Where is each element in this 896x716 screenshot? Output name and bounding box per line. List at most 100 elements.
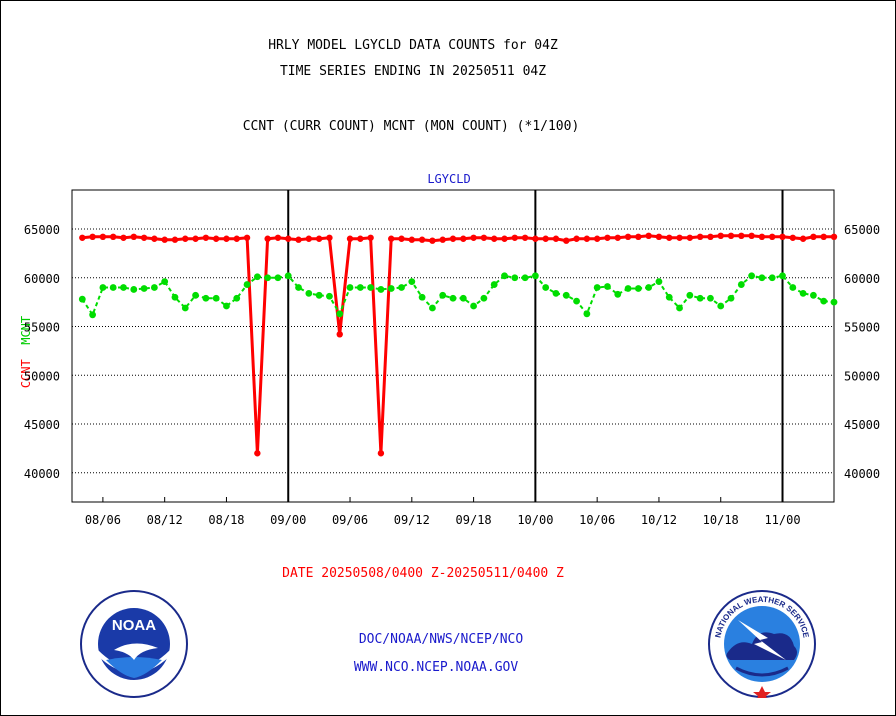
- ccnt-point: [563, 237, 570, 244]
- mcnt-point: [326, 292, 333, 300]
- ccnt-point: [460, 235, 467, 242]
- mcnt-point: [748, 272, 756, 280]
- mcnt-point: [78, 295, 86, 303]
- ccnt-point: [655, 233, 663, 240]
- y-tick-label-right: 55000: [844, 321, 880, 335]
- mcnt-point: [573, 297, 580, 305]
- x-tick-label: 08/12: [147, 513, 183, 527]
- mcnt-point: [789, 284, 797, 291]
- ccnt-point: [624, 233, 632, 240]
- mcnt-point: [521, 274, 529, 282]
- mcnt-point: [140, 285, 148, 292]
- mcnt-point: [387, 285, 395, 292]
- ccnt-point: [285, 235, 292, 242]
- ccnt-point: [666, 234, 673, 241]
- mcnt-point: [243, 281, 251, 288]
- ccnt-point: [758, 233, 766, 240]
- mcnt-point: [717, 302, 725, 310]
- mcnt-point: [562, 291, 570, 299]
- mcnt-point: [284, 272, 292, 280]
- mcnt-point: [655, 278, 663, 286]
- mcnt-point: [830, 298, 838, 306]
- y-tick-label-right: 40000: [844, 467, 880, 481]
- ccnt-point: [480, 234, 488, 241]
- mcnt-point: [604, 283, 611, 290]
- website-link[interactable]: WWW.NCO.NCEP.NOAA.GOV: [353, 660, 519, 675]
- chart-title: HRLY MODEL LGYCLD DATA COUNTS for 04Z: [268, 38, 558, 53]
- y-tick-label-right: 65000: [844, 223, 880, 237]
- mcnt-point: [223, 302, 230, 310]
- ccnt-point: [223, 235, 230, 242]
- ccnt-point: [769, 233, 776, 240]
- ccnt-point: [182, 235, 189, 242]
- mcnt-point: [490, 281, 498, 288]
- ccnt-point: [99, 233, 107, 240]
- mcnt-point: [810, 291, 817, 299]
- mcnt-point: [161, 278, 169, 286]
- x-tick-label: 08/18: [208, 513, 244, 527]
- mcnt-point: [686, 291, 694, 299]
- mcnt-point: [727, 294, 735, 302]
- x-tick-label: 09/18: [456, 513, 492, 527]
- y-tick-label-right: 45000: [844, 418, 880, 432]
- ccnt-series-line: [82, 234, 834, 454]
- ccnt-point: [830, 233, 838, 240]
- mcnt-point: [439, 291, 447, 299]
- ccnt-point: [408, 236, 416, 243]
- mcnt-point: [542, 284, 550, 291]
- ccnt-point: [686, 234, 694, 241]
- mcnt-point: [253, 273, 261, 281]
- mcnt-point: [377, 286, 385, 293]
- mcnt-point: [645, 284, 653, 291]
- ccnt-point: [789, 234, 797, 241]
- ccnt-point: [274, 234, 282, 241]
- x-tick-label: 09/06: [332, 513, 368, 527]
- mcnt-point: [480, 294, 488, 302]
- mcnt-point: [696, 294, 704, 302]
- mcnt-point: [676, 304, 683, 312]
- mcnt-point: [109, 284, 117, 291]
- ccnt-point: [449, 235, 457, 242]
- x-tick-label: 10/12: [641, 513, 677, 527]
- ccnt-point: [532, 235, 539, 242]
- ccnt-point: [120, 234, 127, 241]
- ccnt-point: [254, 450, 261, 457]
- ccnt-point: [810, 233, 817, 240]
- y-tick-label-left: 55000: [24, 321, 60, 335]
- mcnt-point: [367, 284, 375, 291]
- chart-title-line2: TIME SERIES ENDING IN 20250511 04Z: [279, 64, 547, 79]
- y-tick-label-left: 50000: [24, 369, 60, 383]
- ccnt-point: [202, 234, 210, 241]
- mcnt-point: [583, 310, 591, 318]
- ccnt-point: [614, 234, 621, 241]
- noaa-logo-text: NOAA: [112, 617, 156, 634]
- mcnt-point: [192, 291, 199, 299]
- ccnt-point: [748, 232, 755, 240]
- plot-area: [71, 189, 835, 503]
- ccnt-point: [336, 331, 343, 338]
- ccnt-point: [89, 233, 96, 240]
- mcnt-point: [624, 285, 632, 292]
- ccnt-point: [79, 234, 86, 241]
- mcnt-point: [315, 291, 323, 299]
- y-tick-label-left: 45000: [24, 418, 60, 432]
- mcnt-point: [593, 284, 601, 291]
- org-path-link[interactable]: DOC/NOAA/NWS/NCEP/NCO: [358, 632, 524, 647]
- x-tick-label: 10/18: [703, 513, 739, 527]
- mcnt-point: [336, 310, 344, 318]
- ccnt-point: [501, 235, 508, 242]
- mcnt-point: [799, 289, 807, 297]
- ccnt-point: [130, 233, 137, 240]
- ccnt-point: [233, 235, 240, 242]
- x-tick-label: 09/00: [270, 513, 306, 527]
- ccnt-point: [552, 235, 560, 242]
- ccnt-point: [264, 235, 271, 242]
- ccnt-point: [398, 235, 405, 242]
- mcnt-point: [305, 289, 313, 297]
- mcnt-point: [501, 272, 508, 280]
- chart-subtitle: CCNT (CURR COUNT) MCNT (MON COUNT) (*1/1…: [242, 119, 580, 134]
- ccnt-point: [635, 233, 642, 240]
- mcnt-point: [130, 286, 138, 293]
- ccnt-point: [192, 235, 199, 242]
